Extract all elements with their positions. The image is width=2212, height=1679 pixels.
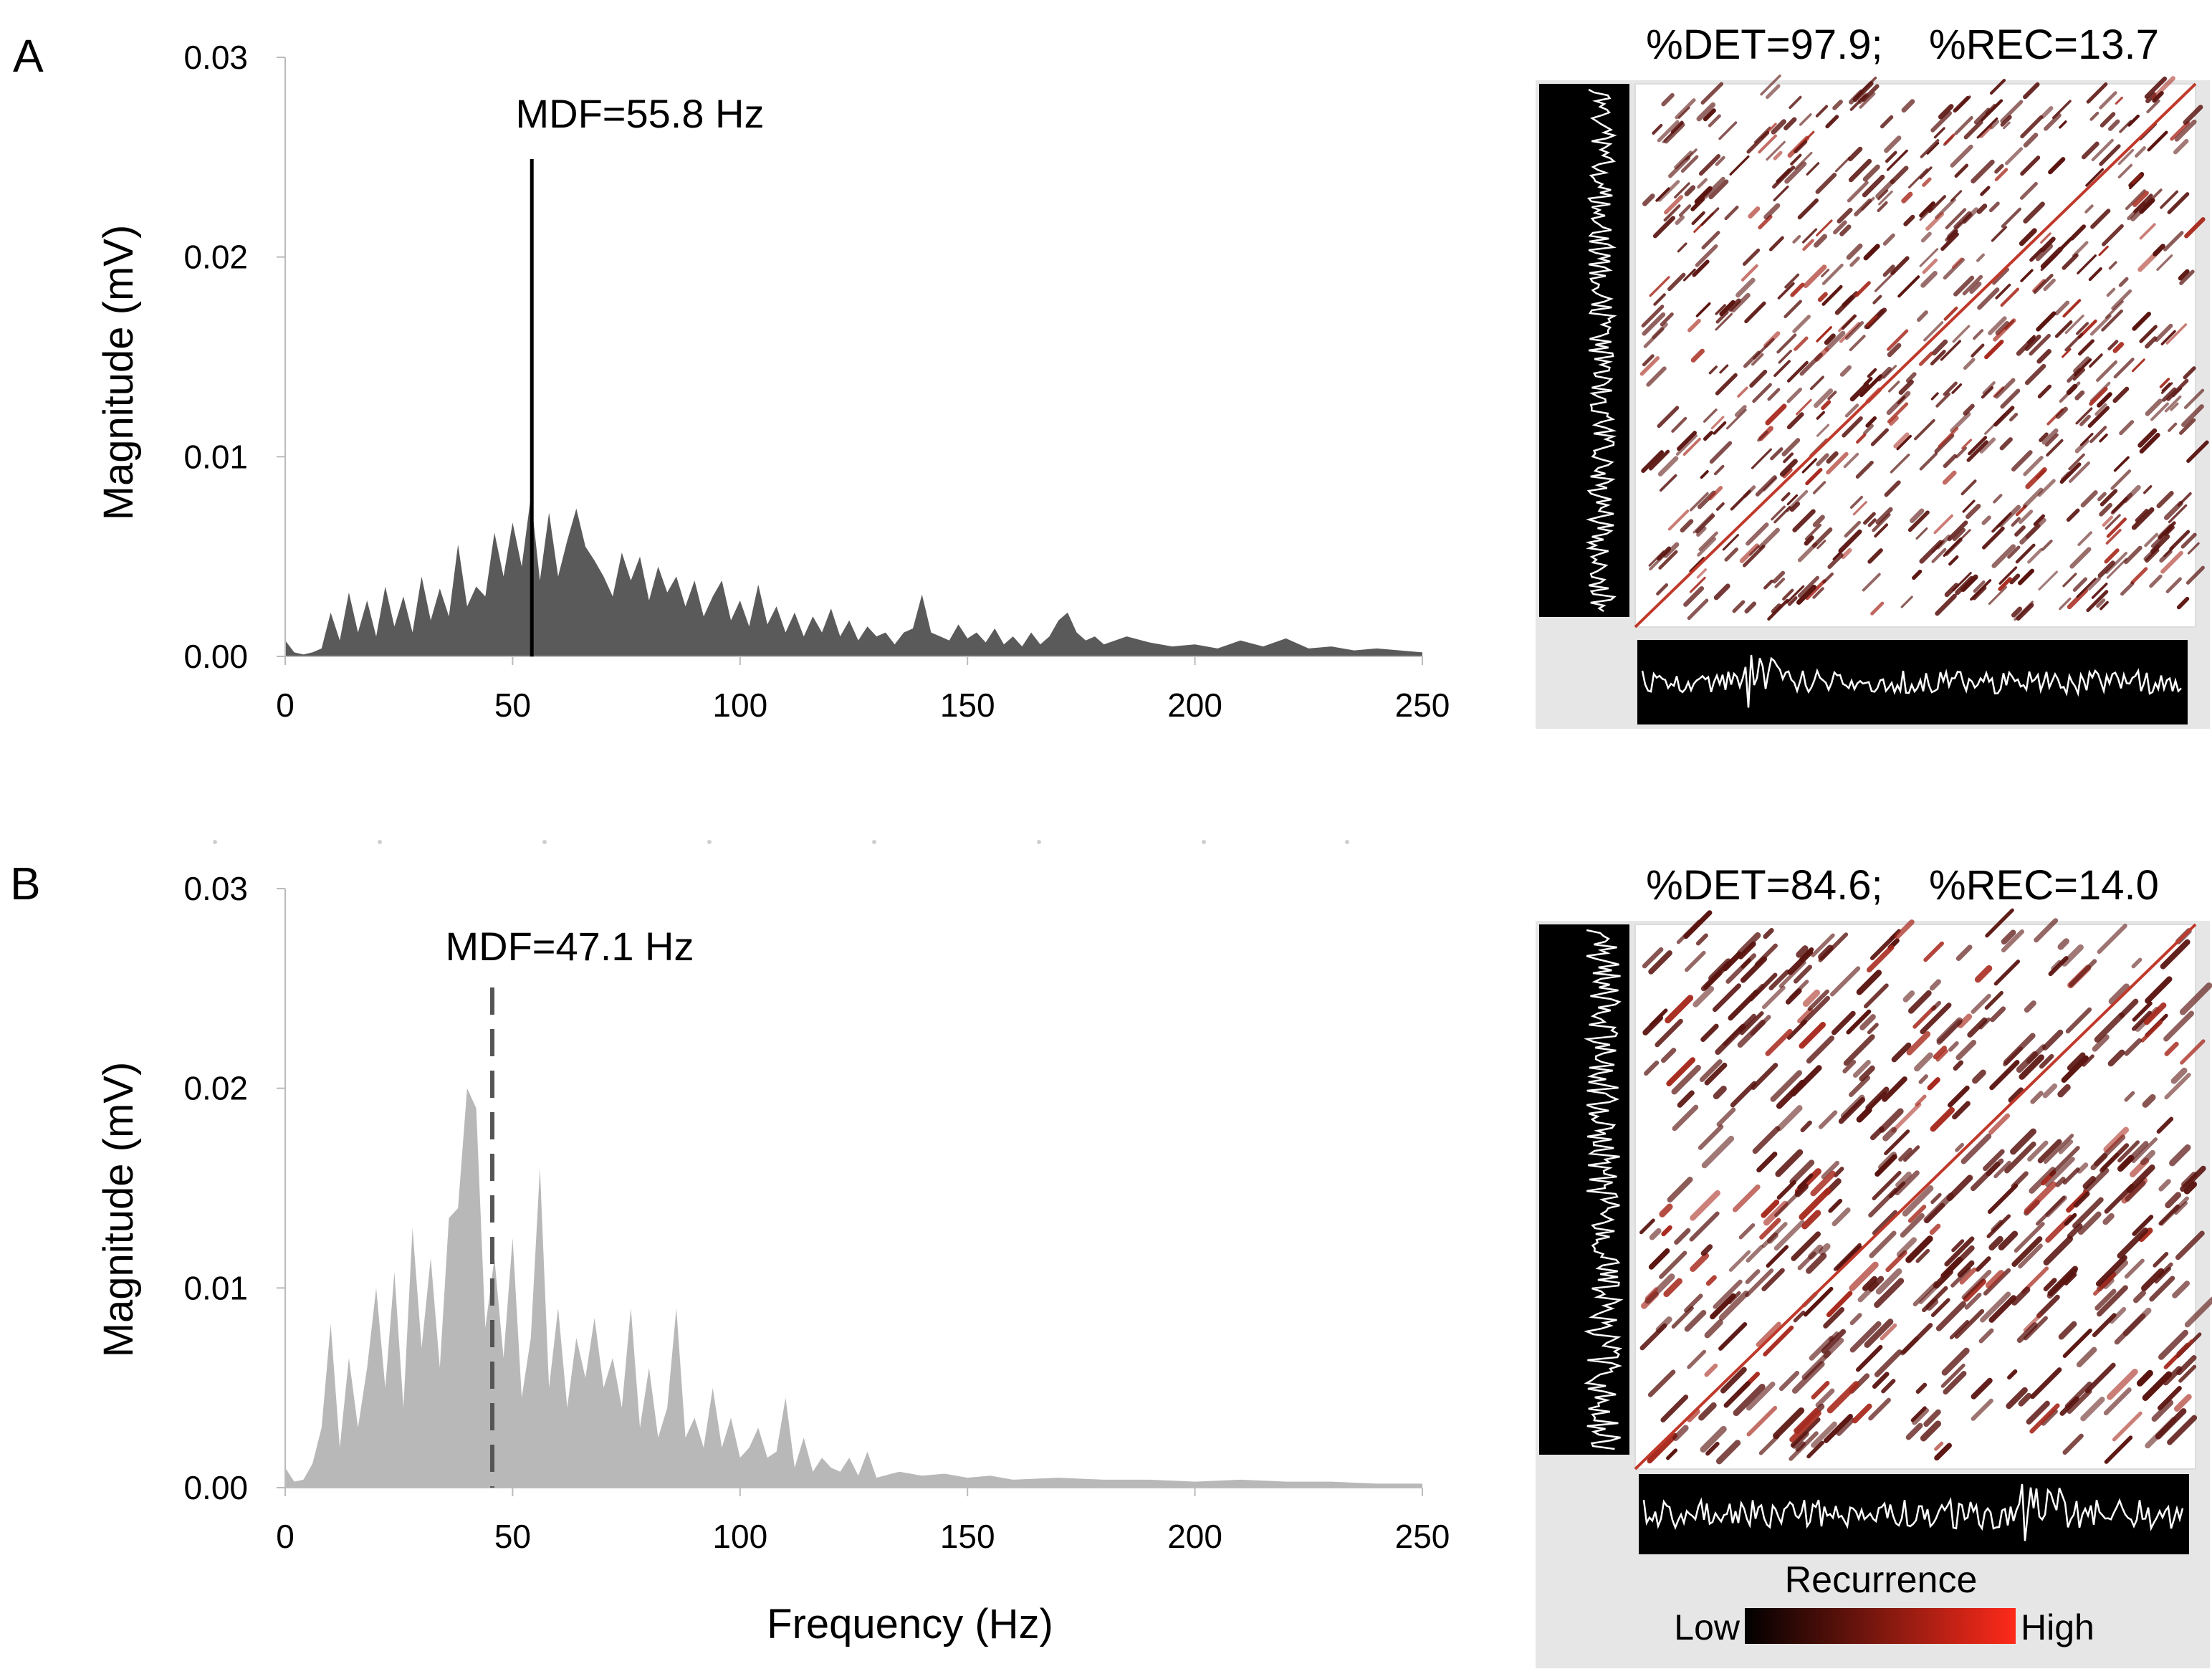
panel-a-y-ticks: 0.00 0.01 0.02 0.03 [183, 39, 285, 675]
panel-b-recurrence-plot: %DET=84.6; %REC=14.0 [1536, 862, 2212, 1668]
panel-a-label: A [13, 30, 44, 82]
x-tick-label: 150 [940, 1518, 995, 1555]
panel-b-spectrum-chart: Magnitude (mV) 0.00 0.01 0.02 0.03 0 50 100 15… [95, 870, 1450, 1647]
panel-a-mdf-annotation: MDF=55.8 Hz [516, 91, 765, 136]
x-tick-label: 100 [712, 687, 767, 724]
panel-b-spectrum-area [285, 1088, 1422, 1488]
panel-a-y-axis-label: Magnitude (mV) [95, 225, 142, 521]
x-tick-label: 200 [1167, 1518, 1222, 1555]
colorbar-low-label: Low [1674, 1607, 1741, 1647]
panel-a-horizontal-signal-panel [1637, 640, 2188, 724]
panel-a-vertical-signal-panel [1539, 84, 1629, 617]
y-tick-label: 0.02 [183, 1070, 248, 1107]
x-tick-label: 100 [712, 1518, 767, 1555]
panel-b: B Magnitude (mV) 0.00 0.01 0.02 0.03 0 50 100… [10, 858, 2212, 1668]
y-tick-label: 0.00 [183, 1469, 248, 1506]
y-tick-label: 0.01 [183, 438, 248, 475]
y-tick-label: 0.03 [183, 870, 248, 907]
x-axis-label: Frequency (Hz) [767, 1601, 1053, 1647]
panel-a-rp-diagonal [1634, 82, 2197, 628]
x-tick-label: 50 [494, 687, 531, 724]
y-tick-label: 0.03 [183, 39, 248, 76]
x-tick-label: 0 [276, 1518, 295, 1555]
colorbar: Recurrence Low High [1674, 1559, 2094, 1647]
panel-b-vertical-signal-panel [1539, 924, 1629, 1455]
x-tick-label: 200 [1167, 687, 1222, 724]
panel-a-rqa-label: %DET=97.9; %REC=13.7 [1646, 21, 2159, 68]
panel-a-horizontal-signal-trace [1641, 654, 2182, 708]
y-tick-label: 0.01 [183, 1269, 248, 1306]
panel-a-recurrence-plot: %DET=97.9; %REC=13.7 [1536, 21, 2210, 729]
panel-b-horizontal-signal-trace [1642, 1483, 2184, 1541]
panel-b-rp-texture [1639, 908, 2212, 1465]
x-tick-label: 250 [1395, 687, 1450, 724]
colorbar-title: Recurrence [1785, 1559, 1978, 1601]
panel-b-label: B [10, 858, 41, 909]
y-tick-label: 0.00 [183, 638, 248, 675]
panel-a-vertical-signal-trace [1585, 88, 1617, 613]
x-tick-label: 0 [276, 687, 295, 724]
panel-a-spectrum-chart: Magnitude (mV) 0.00 0.01 0.02 0.03 0 50 100 15… [95, 39, 1450, 724]
panel-b-vertical-signal-trace [1584, 929, 1624, 1450]
x-tick-label: 250 [1395, 1518, 1450, 1555]
panel-a-spectrum-area [285, 497, 1422, 656]
x-tick-label: 50 [494, 1518, 531, 1555]
y-tick-label: 0.02 [183, 239, 248, 276]
x-tick-label: 150 [940, 687, 995, 724]
panel-b-mdf-annotation: MDF=47.1 Hz [446, 924, 694, 969]
panel-b-rqa-label: %DET=84.6; %REC=14.0 [1646, 862, 2159, 909]
panel-a-rp-texture [1639, 74, 2209, 621]
panel-b-y-axis-label: Magnitude (mV) [95, 1062, 142, 1358]
panel-b-x-ticks: 0 50 100 150 200 250 [276, 1488, 1450, 1555]
colorbar-gradient [1745, 1608, 2016, 1644]
panel-b-y-ticks: 0.00 0.01 0.02 0.03 [183, 870, 285, 1506]
colorbar-high-label: High [2021, 1607, 2094, 1647]
panel-a: A Magnitude (mV) 0.00 0.01 0.02 0.03 0 50 100… [13, 21, 2210, 729]
panel-b-horizontal-signal-panel [1639, 1474, 2189, 1554]
panel-b-rp-diagonal [1634, 923, 2197, 1470]
panel-separator [213, 840, 1349, 844]
panel-a-x-ticks: 0 50 100 150 200 250 [276, 656, 1450, 724]
